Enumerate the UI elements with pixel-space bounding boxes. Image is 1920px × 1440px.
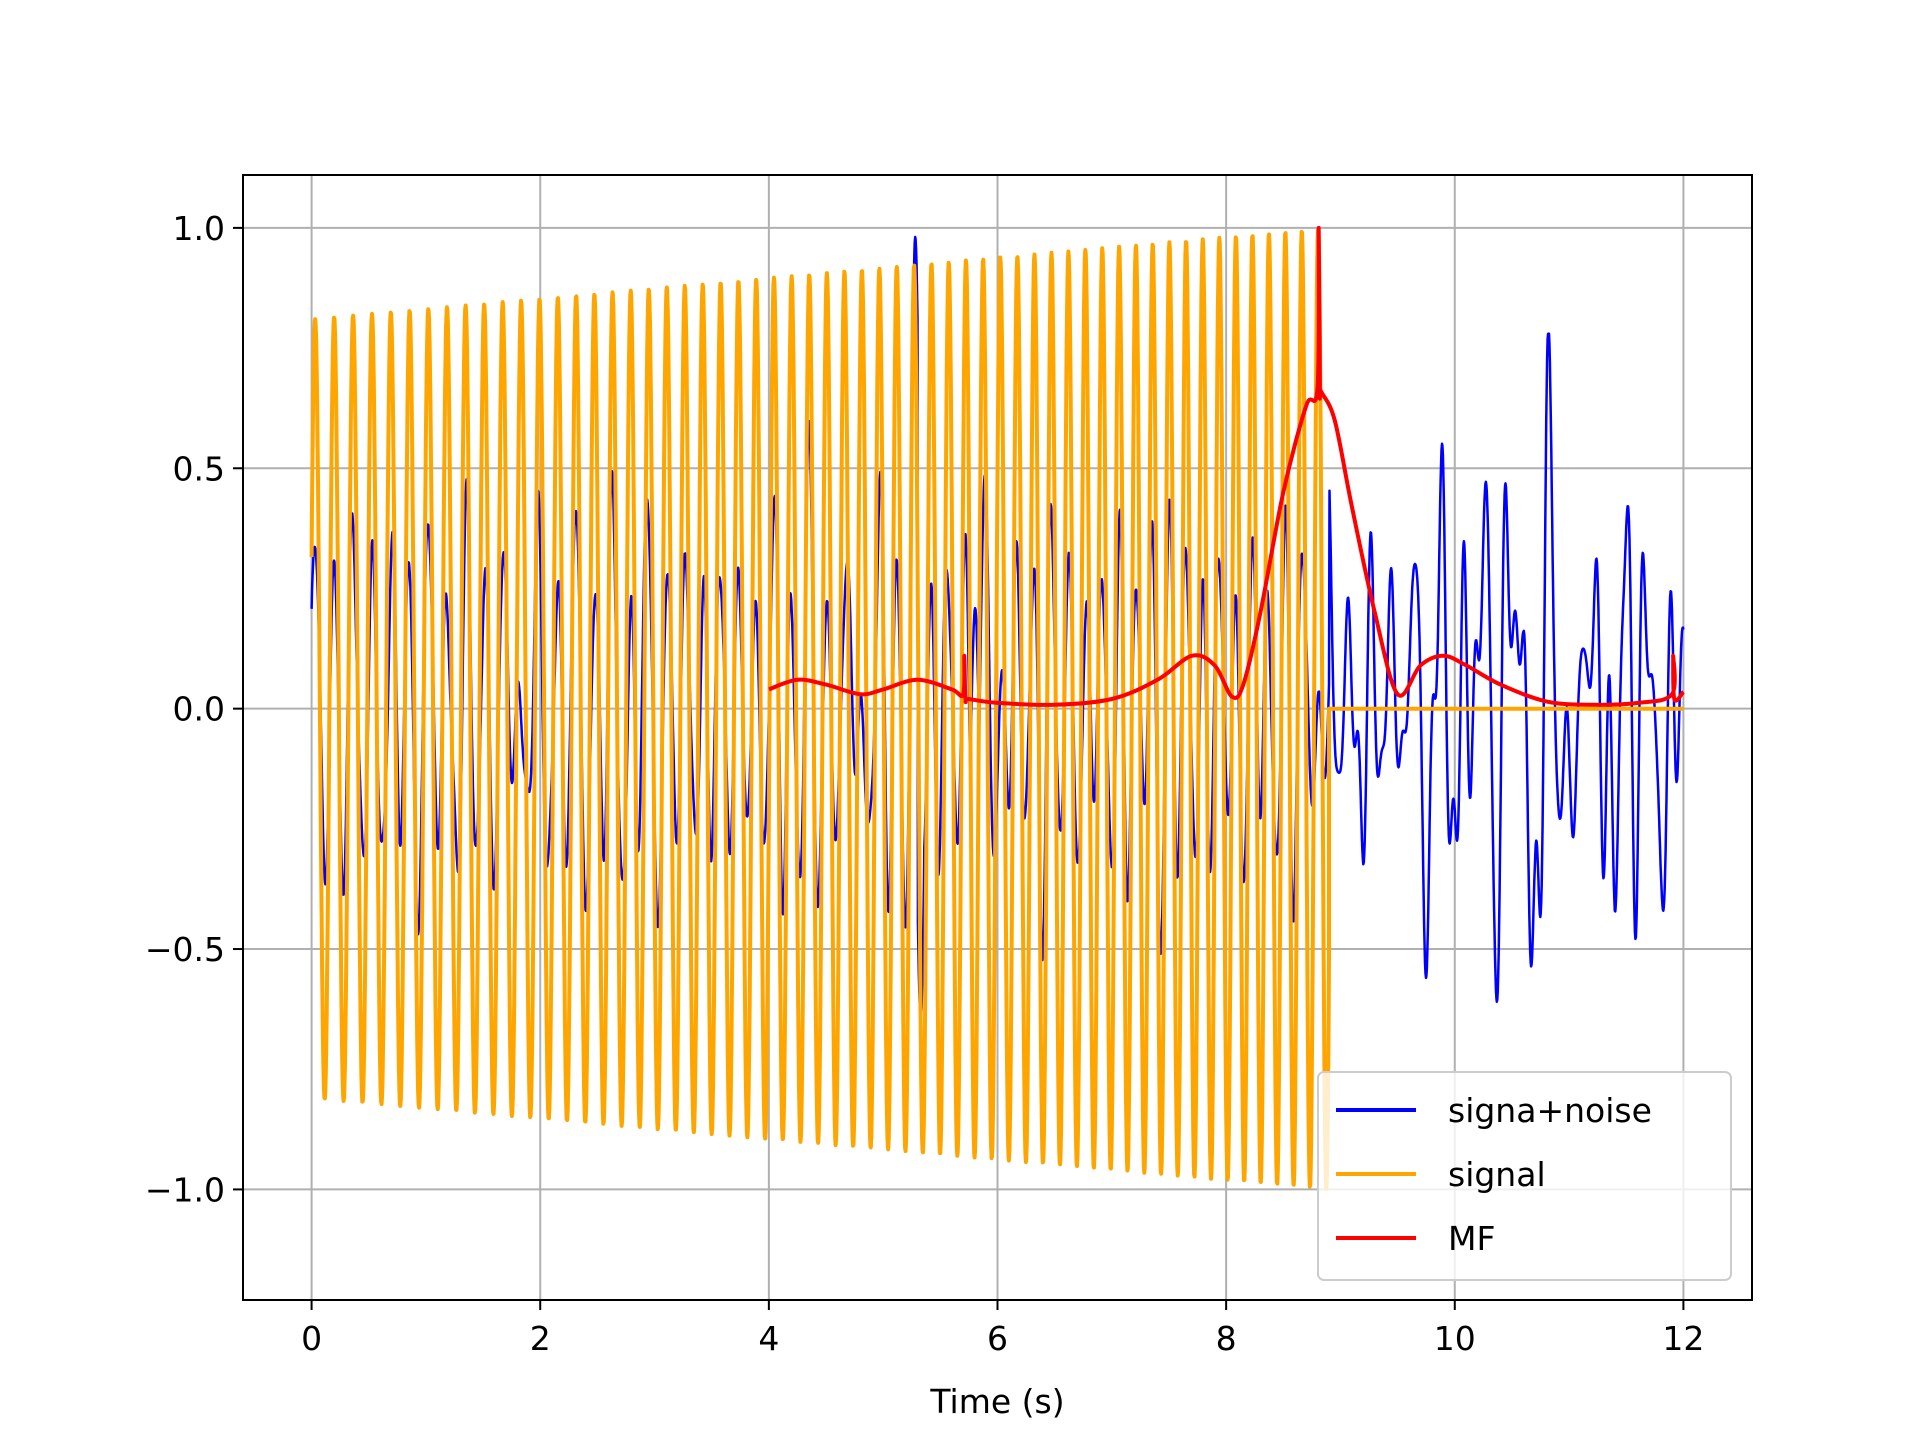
y-tick-label: 0.0 <box>173 690 225 729</box>
legend-label: signa+noise <box>1448 1091 1652 1130</box>
legend-label: MF <box>1448 1219 1495 1258</box>
series-line-signal <box>309 227 1684 1191</box>
x-axis-label: Time (s) <box>929 1382 1064 1421</box>
x-ticks: 0 2 4 6 8 10 12 <box>301 1300 1704 1358</box>
series-line-mf <box>768 225 1685 707</box>
x-tick-label: 2 <box>530 1319 551 1358</box>
y-tick-label: −0.5 <box>145 930 225 969</box>
legend: signa+noise signal MF <box>1317 1071 1732 1281</box>
legend-label: signal <box>1448 1155 1546 1194</box>
series-layer <box>309 225 1685 1191</box>
y-ticks: −1.0 −0.5 0.0 0.5 1.0 <box>145 209 243 1209</box>
legend-box <box>1317 1071 1732 1281</box>
y-tick-label: −1.0 <box>145 1170 225 1209</box>
x-tick-label: 8 <box>1216 1319 1237 1358</box>
x-tick-label: 6 <box>987 1319 1008 1358</box>
x-tick-label: 12 <box>1662 1319 1704 1358</box>
y-tick-label: 1.0 <box>173 209 225 248</box>
y-tick-label: 0.5 <box>173 449 225 488</box>
x-tick-label: 10 <box>1434 1319 1476 1358</box>
x-tick-label: 0 <box>301 1319 322 1358</box>
x-tick-label: 4 <box>758 1319 779 1358</box>
